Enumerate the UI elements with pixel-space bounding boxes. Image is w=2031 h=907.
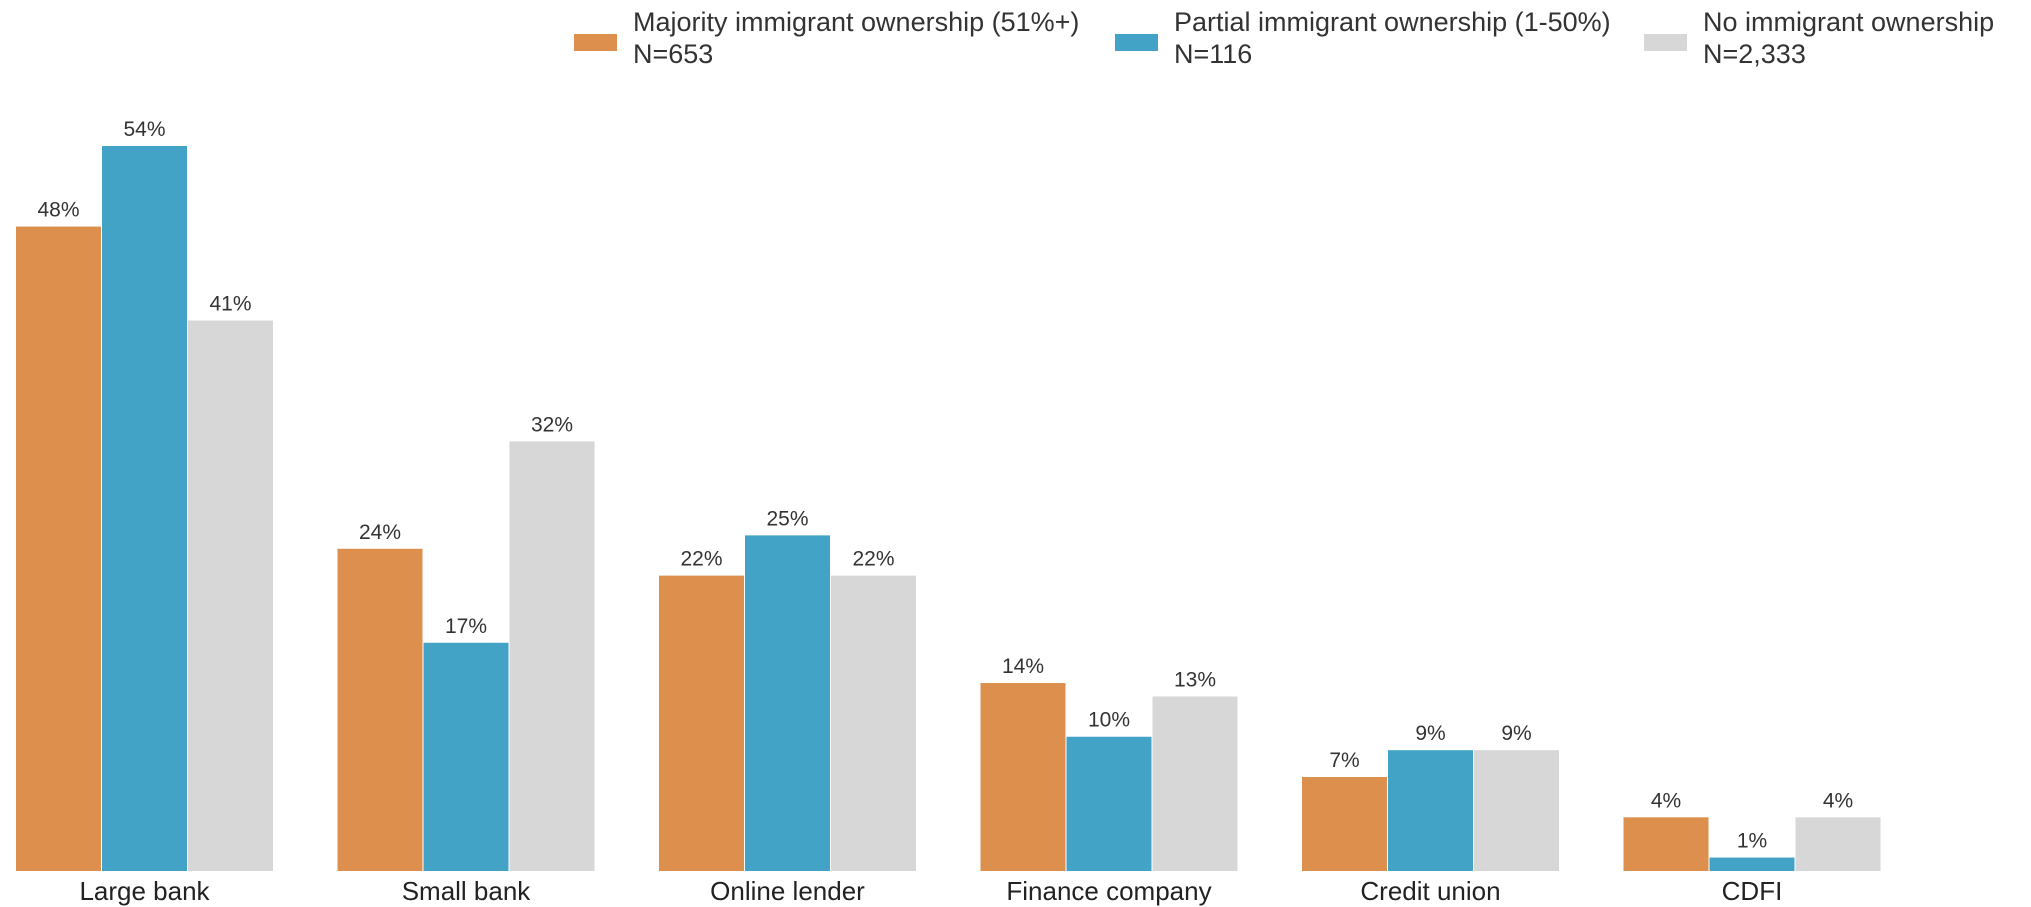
bar-partial-cdfi	[1709, 857, 1795, 871]
data-label-majority-online-lender: 22%	[680, 548, 722, 571]
data-label-majority-small-bank: 24%	[359, 521, 401, 544]
bar-group-credit-union: 7% 9% 9% Credit union	[1302, 722, 1559, 906]
legend-n-none: N=2,333	[1703, 39, 1806, 69]
data-label-majority-large-bank: 48%	[37, 199, 79, 222]
legend-text-partial: Partial immigrant ownership (1-50%) N=11…	[1174, 6, 1611, 70]
bar-group-small-bank: 24% 17% 32% Small bank	[337, 413, 595, 906]
x-tick-label-online-lender: Online lender	[710, 876, 865, 906]
legend-item-partial: Partial immigrant ownership (1-50%) N=11…	[1115, 6, 1611, 70]
data-label-partial-online-lender: 25%	[766, 507, 808, 530]
bar-none-large-bank	[188, 320, 273, 871]
legend-item-none: No immigrant ownership N=2,333	[1644, 6, 1994, 70]
data-label-majority-credit-union: 7%	[1329, 749, 1359, 772]
x-tick-label-finance-company: Finance company	[1006, 876, 1211, 906]
data-label-partial-finance-company: 10%	[1088, 709, 1130, 732]
bar-majority-credit-union	[1302, 777, 1387, 871]
bar-group-large-bank: 48% 54% 41% Large bank	[16, 118, 273, 906]
bar-none-finance-company	[1152, 696, 1238, 871]
bar-partial-large-bank	[102, 146, 187, 871]
data-label-partial-credit-union: 9%	[1415, 722, 1445, 745]
x-tick-label-credit-union: Credit union	[1360, 876, 1500, 906]
bar-partial-finance-company	[1066, 736, 1152, 871]
legend: Majority immigrant ownership (51%+) N=65…	[0, 0, 2031, 80]
data-label-none-online-lender: 22%	[852, 548, 894, 571]
x-tick-label-large-bank: Large bank	[79, 876, 210, 906]
legend-text-none: No immigrant ownership N=2,333	[1703, 6, 1994, 70]
bar-none-credit-union	[1474, 750, 1559, 871]
bar-majority-large-bank	[16, 226, 101, 872]
bar-partial-credit-union	[1388, 750, 1473, 871]
legend-label-none: No immigrant ownership	[1703, 7, 1995, 37]
data-label-majority-cdfi: 4%	[1651, 789, 1681, 812]
bar-partial-small-bank	[423, 642, 509, 871]
legend-item-majority: Majority immigrant ownership (51%+) N=65…	[574, 6, 1079, 70]
data-label-partial-small-bank: 17%	[445, 615, 487, 638]
bar-group-cdfi: 4% 1% 4% CDFI	[1623, 789, 1881, 906]
bar-group-finance-company: 14% 10% 13% Finance company	[980, 655, 1238, 906]
bar-none-small-bank	[509, 441, 595, 871]
bar-group-online-lender: 22% 25% 22% Online lender	[659, 507, 916, 906]
bar-majority-cdfi	[1623, 817, 1709, 871]
bar-majority-finance-company	[980, 683, 1066, 871]
legend-swatch-majority	[574, 34, 617, 51]
bar-none-online-lender	[831, 575, 916, 871]
x-tick-label-small-bank: Small bank	[402, 876, 532, 906]
legend-swatch-none	[1644, 34, 1687, 51]
data-label-none-large-bank: 41%	[209, 293, 251, 316]
bar-partial-online-lender	[745, 535, 830, 871]
data-label-none-credit-union: 9%	[1501, 722, 1531, 745]
legend-label-majority: Majority immigrant ownership (51%+)	[633, 7, 1080, 37]
bar-majority-online-lender	[659, 575, 744, 871]
data-label-none-finance-company: 13%	[1174, 668, 1216, 691]
legend-swatch-partial	[1115, 34, 1158, 51]
data-label-partial-cdfi: 1%	[1737, 830, 1767, 853]
legend-n-partial: N=116	[1174, 39, 1253, 69]
legend-label-partial: Partial immigrant ownership (1-50%)	[1174, 7, 1611, 37]
data-label-partial-large-bank: 54%	[123, 118, 165, 141]
bar-majority-small-bank	[337, 548, 423, 871]
legend-text-majority: Majority immigrant ownership (51%+) N=65…	[633, 6, 1079, 70]
data-label-majority-finance-company: 14%	[1002, 655, 1044, 678]
data-label-none-cdfi: 4%	[1823, 789, 1853, 812]
legend-n-majority: N=653	[633, 39, 714, 69]
data-label-none-small-bank: 32%	[531, 413, 573, 436]
bar-none-cdfi	[1795, 817, 1881, 871]
x-tick-label-cdfi: CDFI	[1722, 876, 1783, 906]
